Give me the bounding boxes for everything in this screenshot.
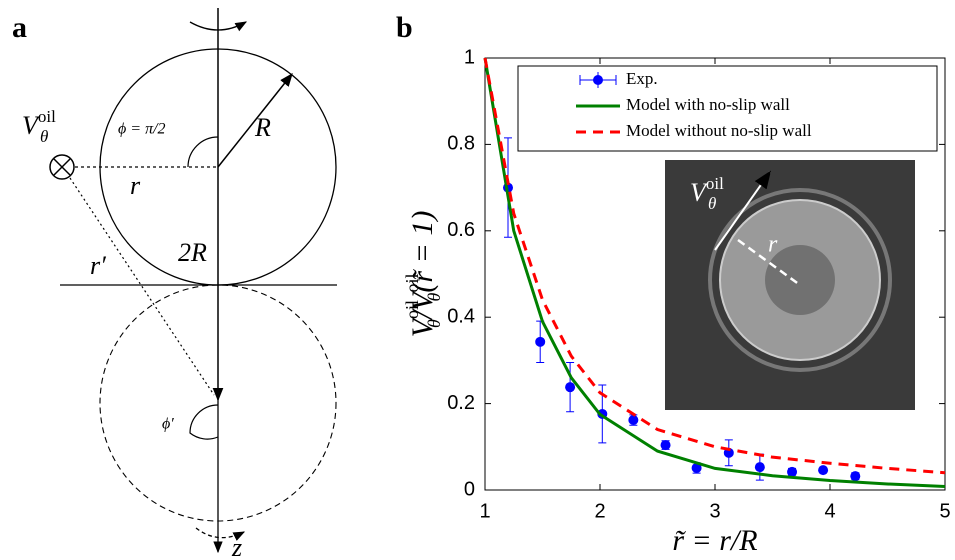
velocity-label: Voil θ	[22, 107, 56, 146]
data-point	[818, 465, 829, 476]
phi-image-label: ϕ′	[162, 416, 174, 433]
legend: Exp. Model with no-slip wall Model without…	[517, 65, 938, 152]
phi-label: ϕ = π/2	[118, 121, 166, 138]
y-axis-label-part: θ	[424, 292, 444, 301]
inset: Voil θ r	[665, 160, 915, 410]
data-point	[660, 440, 671, 451]
x-axis-label: r̃ = r/R	[672, 524, 757, 557]
velocity-arrow	[714, 170, 772, 251]
model-line	[483, 57, 946, 489]
sub: θ	[708, 194, 716, 213]
data-point	[754, 462, 765, 473]
x-tick-label: 5	[939, 500, 950, 522]
legend-label: Model with no-slip wall	[626, 95, 790, 114]
sub: θ	[40, 127, 48, 146]
y-tick-label: 0	[464, 478, 475, 500]
data-point	[691, 462, 702, 473]
diagram	[49, 8, 337, 554]
y-tick-label: 1	[464, 46, 475, 68]
model-line	[483, 57, 946, 475]
data-point	[565, 382, 576, 393]
image-distance-line	[69, 177, 215, 396]
y-axis-label-part: oil	[402, 300, 422, 319]
data-point	[535, 336, 546, 347]
angle-arc	[187, 136, 219, 168]
distance-label: r	[130, 171, 141, 200]
diameter-label: 2R	[178, 238, 207, 267]
y-axis-label-part: (r̃ = 1)	[406, 211, 439, 293]
y-tick-label: 0.8	[447, 133, 475, 155]
y-axis-label-part: oil	[402, 273, 422, 292]
sup: oil	[38, 107, 56, 126]
axis-label: z	[231, 533, 242, 560]
y-tick-label: 0.4	[447, 305, 475, 327]
data-point	[787, 466, 798, 477]
inset-velocity-label: Voil θ	[690, 174, 724, 213]
y-axis-label: Voilθ/Voilθ(r̃ = 1)	[402, 211, 444, 338]
rotation-arrow	[189, 21, 248, 32]
symbol: V	[22, 111, 41, 140]
inset-radius-label: r	[768, 232, 778, 258]
droplet-rim	[708, 188, 892, 372]
sup: oil	[706, 174, 724, 193]
otimes	[49, 154, 75, 180]
y-axis-label-part: /V	[406, 289, 439, 321]
droplet-core	[765, 245, 835, 315]
symbol: V	[690, 178, 709, 207]
y-axis-label-part: θ	[424, 319, 444, 328]
panel-label: a	[12, 11, 27, 44]
x-tick-label: 4	[824, 500, 835, 522]
distance-image-label: r′	[90, 251, 106, 280]
y-axis-label-part: V	[406, 315, 439, 337]
radius-label: R	[254, 113, 271, 142]
data-point	[850, 471, 861, 482]
plot	[483, 57, 946, 491]
data-point	[628, 415, 639, 426]
legend-label: Model without no-slip wall	[626, 121, 812, 140]
x-tick-label: 1	[479, 500, 490, 522]
legend-label: Exp.	[626, 69, 658, 88]
x-tick-label: 3	[709, 500, 720, 522]
panel-label: b	[396, 11, 413, 44]
radius-arrow	[217, 72, 293, 168]
otimes	[53, 158, 71, 176]
x-tick-label: 2	[594, 500, 605, 522]
y-tick-label: 0.2	[447, 392, 475, 414]
angle-arc	[189, 404, 219, 440]
y-tick-label: 0.6	[447, 219, 475, 241]
legend-swatch	[593, 75, 603, 85]
